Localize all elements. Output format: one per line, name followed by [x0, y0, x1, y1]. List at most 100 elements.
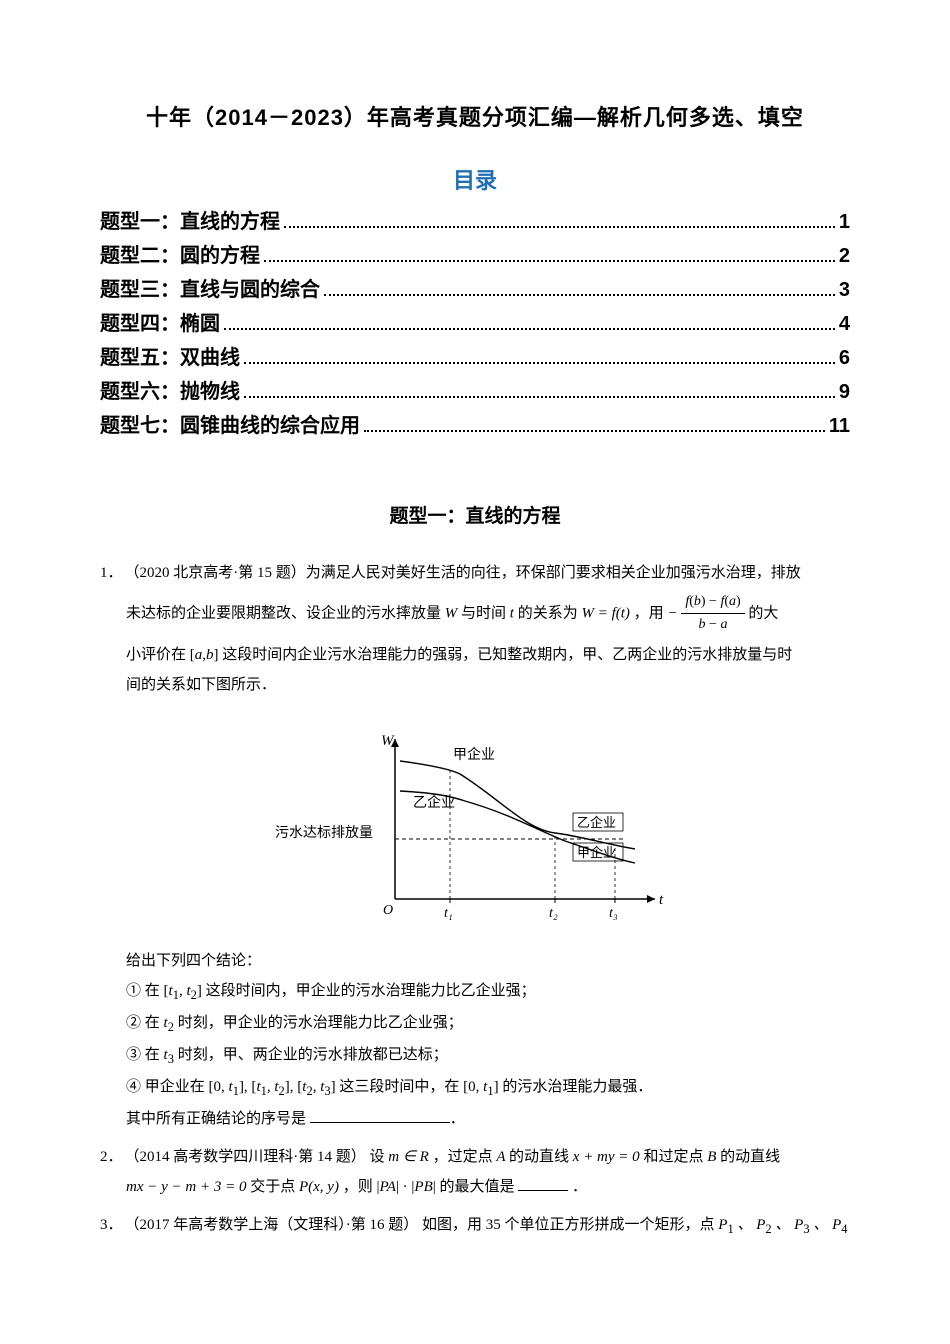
math-var: A — [496, 1149, 509, 1165]
text: 如图，用 35 个单位正方形拼成一个矩形，点 — [422, 1217, 715, 1233]
problem-number: 1． — [100, 561, 123, 585]
math-expr: W = f(t) — [581, 605, 629, 621]
problem-text: （2020 北京高考·第 15 题）为满足人民对美好生活的向往，环保部门要求相关… — [125, 561, 850, 585]
svg-text:t: t — [659, 892, 664, 908]
text: 未达标的企业要限期整改、设企业的污水摔放量 — [126, 605, 441, 621]
svg-text:甲企业: 甲企业 — [577, 845, 616, 860]
text: ，用 — [634, 605, 664, 621]
toc-row[interactable]: 题型四：椭圆 4 — [100, 308, 850, 340]
toc-page: 2 — [839, 240, 850, 272]
toc-label: 题型四：椭圆 — [100, 308, 220, 340]
text: 和过定点 — [643, 1149, 703, 1165]
svg-text:t₁: t₁ — [444, 906, 453, 921]
problem-text: （2014 高考数学四川理科·第 14 题） 设 m ∈ R ，过定点 A 的动… — [125, 1145, 850, 1169]
text: 设 — [370, 1149, 385, 1165]
text: 小评价在 — [126, 647, 186, 663]
answer-blank[interactable] — [310, 1108, 450, 1123]
text: 的动直线 — [509, 1149, 569, 1165]
toc-page: 4 — [839, 308, 850, 340]
toc-heading: 目录 — [100, 163, 850, 198]
text: ，则 — [343, 1179, 373, 1195]
problem-text: （2017 年高考数学上海（文理科）·第 16 题） 如图，用 35 个单位正方… — [125, 1213, 850, 1239]
math-expr: |PA| · |PB| — [376, 1179, 439, 1195]
svg-text:污水达标排放量: 污水达标排放量 — [275, 825, 373, 841]
toc-dots — [224, 314, 835, 330]
toc-dots — [244, 382, 835, 398]
math-var: t2 — [164, 1015, 178, 1031]
text: 为满足人民对美好生活的向往，环保部门要求相关企业加强污水治理，排放 — [306, 565, 801, 581]
toc-label: 题型一：直线的方程 — [100, 206, 280, 238]
toc-page: 9 — [839, 376, 850, 408]
problem-source: （2020 北京高考·第 15 题） — [125, 565, 306, 581]
math-expr: x + my = 0 — [573, 1149, 644, 1165]
toc-label: 题型二：圆的方程 — [100, 240, 260, 272]
svg-text:乙企业: 乙企业 — [413, 794, 455, 811]
text: 的动直线 — [720, 1149, 780, 1165]
problem-source: （2014 高考数学四川理科·第 14 题） — [125, 1149, 366, 1165]
toc-row[interactable]: 题型七：圆锥曲线的综合应用 11 — [100, 410, 850, 442]
math-points: P1 、 P2 、 P3 、 P4 — [718, 1217, 847, 1233]
problem-number: 3． — [100, 1213, 123, 1239]
problem-3: 3． （2017 年高考数学上海（文理科）·第 16 题） 如图，用 35 个单… — [100, 1213, 850, 1239]
page-title: 十年（2014－2023）年高考真题分项汇编—解析几何多选、填空 — [100, 100, 850, 135]
text: 与时间 — [461, 605, 506, 621]
toc-page: 11 — [829, 410, 850, 442]
statements-intro: 给出下列四个结论： — [126, 949, 850, 973]
toc-page: 1 — [839, 206, 850, 238]
toc-page: 3 — [839, 274, 850, 306]
math-var: t3 — [164, 1047, 178, 1063]
section-heading-1: 题型一：直线的方程 — [100, 502, 850, 532]
toc-label: 题型六：抛物线 — [100, 376, 240, 408]
text: 的最大值是 — [440, 1179, 515, 1195]
text: 交于点 — [250, 1179, 295, 1195]
svg-text:甲企业: 甲企业 — [453, 746, 495, 763]
math-interval: [0, t1] — [463, 1079, 498, 1095]
text: 时刻，甲、两企业的污水排放都已达标； — [178, 1047, 448, 1063]
toc-page: 6 — [839, 342, 850, 374]
answer-blank[interactable] — [518, 1176, 568, 1191]
math-interval: [t1, t2] — [164, 983, 202, 999]
toc-row[interactable]: 题型五：双曲线 6 — [100, 342, 850, 374]
toc-dots — [264, 246, 835, 262]
svg-text:乙企业: 乙企业 — [577, 815, 616, 830]
toc-row[interactable]: 题型二：圆的方程 2 — [100, 240, 850, 272]
text: 这三段时间中，在 — [339, 1079, 459, 1095]
chart-svg: WtO污水达标排放量t₁t₂t₃甲企业乙企业乙企业甲企业 — [275, 709, 675, 929]
math-interval: [0, t1], [t1, t2], [t2, t3] — [209, 1079, 340, 1095]
math-expr: mx − y − m + 3 = 0 — [126, 1179, 250, 1195]
math-var: W — [445, 605, 461, 621]
problem-2: 2． （2014 高考数学四川理科·第 14 题） 设 m ∈ R ，过定点 A… — [100, 1145, 850, 1199]
toc-label: 题型七：圆锥曲线的综合应用 — [100, 410, 360, 442]
text: ，过定点 — [433, 1149, 493, 1165]
text: ① 在 — [126, 983, 160, 999]
toc-dots — [284, 212, 835, 228]
toc-label: 题型五：双曲线 — [100, 342, 240, 374]
svg-text:O: O — [383, 903, 393, 918]
text: 的大 — [748, 605, 778, 621]
math-expr: − — [667, 605, 681, 621]
toc-row[interactable]: 题型一：直线的方程 1 — [100, 206, 850, 238]
text: 这段时间内企业污水治理能力的强弱，已知整改期内，甲、乙两企业的污水排放量与时 — [222, 647, 792, 663]
text: ③ 在 — [126, 1047, 160, 1063]
text: 间的关系如下图所示． — [126, 677, 276, 693]
text: 其中所有正确结论的序号是 — [126, 1111, 306, 1127]
toc-dots — [364, 416, 825, 432]
toc-row[interactable]: 题型三：直线与圆的综合 3 — [100, 274, 850, 306]
text: ． — [572, 1179, 587, 1195]
problem-source: （2017 年高考数学上海（文理科）·第 16 题） — [125, 1217, 419, 1233]
svg-text:t₂: t₂ — [549, 906, 558, 921]
math-var: t — [510, 605, 518, 621]
toc-dots — [244, 348, 835, 364]
text: 这段时间内，甲企业的污水治理能力比乙企业强； — [206, 983, 536, 999]
svg-text:t₃: t₃ — [609, 906, 618, 921]
svg-text:W: W — [381, 733, 395, 749]
math-expr: m ∈ R — [388, 1149, 432, 1165]
math-expr: P(x, y) — [299, 1179, 339, 1195]
table-of-contents: 题型一：直线的方程1题型二：圆的方程2题型三：直线与圆的综合3题型四：椭圆4题型… — [100, 206, 850, 442]
fraction: f(b) − f(a) b − a — [681, 591, 744, 637]
toc-row[interactable]: 题型六：抛物线 9 — [100, 376, 850, 408]
chart-figure: WtO污水达标排放量t₁t₂t₃甲企业乙企业乙企业甲企业 — [100, 709, 850, 937]
problem-1: 1． （2020 北京高考·第 15 题）为满足人民对美好生活的向往，环保部门要… — [100, 561, 850, 1131]
toc-label: 题型三：直线与圆的综合 — [100, 274, 320, 306]
text: 的关系为 — [518, 605, 578, 621]
